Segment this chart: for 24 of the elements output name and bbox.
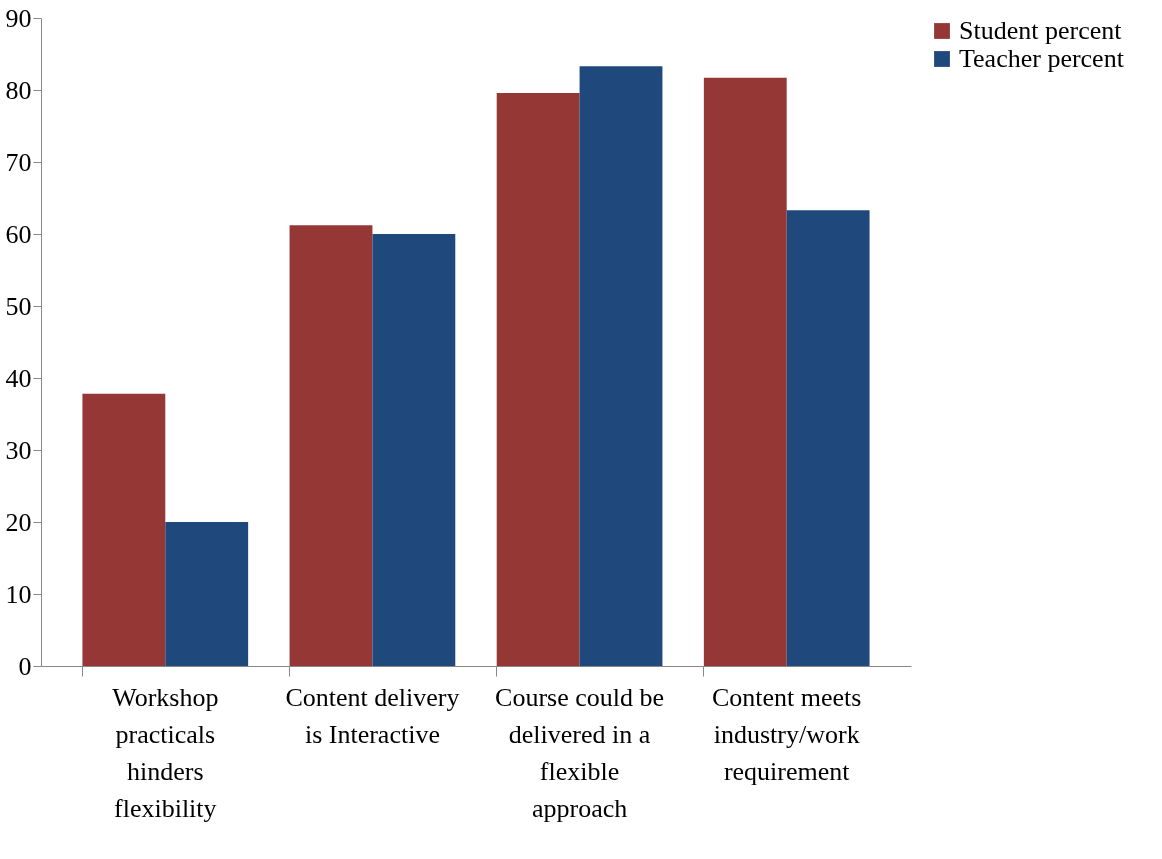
y-tick-label: 60 xyxy=(5,219,32,249)
y-tick-label: 90 xyxy=(5,3,32,33)
x-tick-label: Workshop practicals hinders flexibility xyxy=(112,682,219,823)
y-tick-label: 30 xyxy=(5,435,32,465)
y-tick-label: 10 xyxy=(5,579,32,609)
x-tick-label: Content delivery is Interactive xyxy=(285,682,460,749)
y-tick-label: 70 xyxy=(5,147,32,177)
y-tick-label: 40 xyxy=(5,363,32,393)
y-tick-label: 0 xyxy=(18,651,32,681)
legend-label: Student percent xyxy=(959,16,1123,45)
bar xyxy=(82,393,166,666)
legend-label: Teacher percent xyxy=(959,44,1125,73)
bar xyxy=(496,92,580,666)
y-tick-label: 50 xyxy=(5,291,32,321)
x-tick-label: Content meets industry/work requirement xyxy=(711,682,862,786)
bar xyxy=(703,77,787,666)
bar xyxy=(579,66,663,666)
x-tick-label: Course could be delivered in a flexible approach xyxy=(495,682,665,823)
bar xyxy=(372,234,456,666)
bar xyxy=(165,522,249,666)
bar xyxy=(289,225,373,666)
y-tick-label: 80 xyxy=(5,75,32,105)
bar xyxy=(786,210,870,666)
y-tick-label: 20 xyxy=(5,507,32,537)
